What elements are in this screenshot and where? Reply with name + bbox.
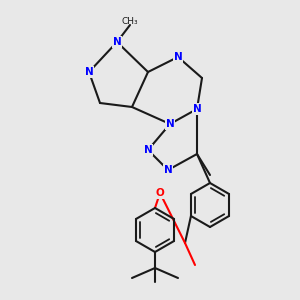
Text: N: N	[144, 145, 152, 155]
Text: N: N	[112, 37, 122, 47]
Text: N: N	[166, 119, 174, 129]
Text: N: N	[164, 165, 172, 175]
Text: N: N	[174, 52, 182, 62]
Text: CH₃: CH₃	[122, 17, 138, 26]
Text: N: N	[193, 104, 201, 114]
Text: O: O	[156, 188, 164, 198]
Text: N: N	[85, 67, 93, 77]
